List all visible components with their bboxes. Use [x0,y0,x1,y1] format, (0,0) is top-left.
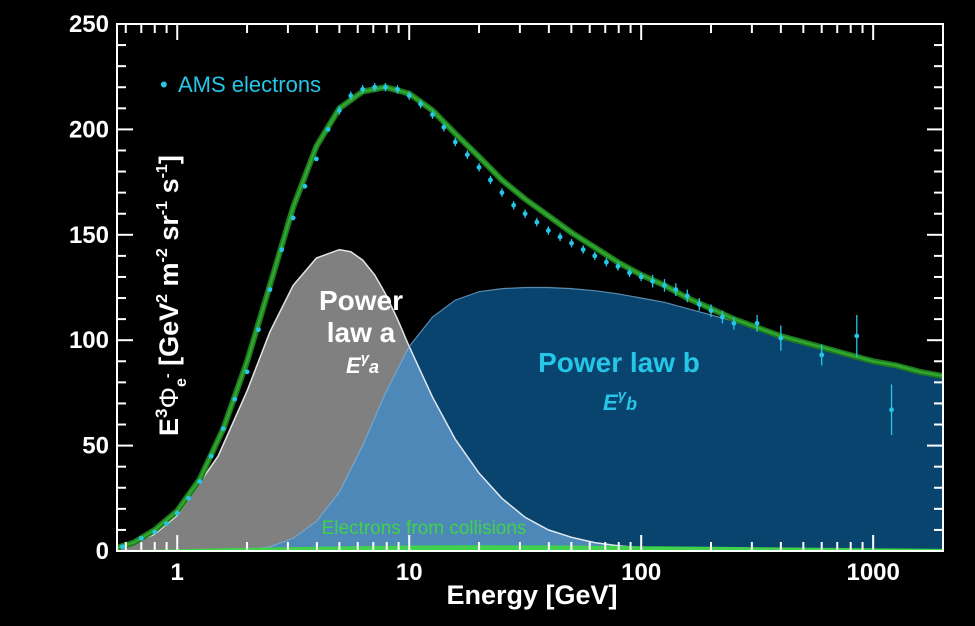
power-law-b-label: Power law b [538,347,700,378]
ams-point [673,287,679,293]
ams-point [696,301,702,307]
ams-point [208,453,214,459]
y-axis-title: E3Φe- [GeV2 m-2 sr-1 s-1] [152,155,190,436]
x-axis-title: Energy [GeV] [446,580,617,610]
ams-point [684,293,690,299]
ams-point [522,211,528,217]
ams-point [152,529,158,535]
y-tick-label: 100 [69,327,109,354]
ams-point [662,282,667,288]
annotation-power-law-a: Power law a Eγa [319,285,403,378]
ams-point [383,84,388,90]
power-law-a-line1: Power [319,285,403,316]
legend-marker: • [160,72,168,97]
ams-point [244,369,250,375]
ams-point [731,320,737,326]
ams-point [174,510,180,516]
ams-point [545,228,551,233]
tick-marks [117,23,944,552]
points-layer [119,83,894,550]
legend: • AMS electrons [160,72,321,97]
y-tick-label: 50 [82,433,109,460]
ams-point [580,247,586,252]
ams-point [557,234,563,240]
legend-label: AMS electrons [178,72,321,97]
collisions-area [117,545,943,551]
ams-point [708,308,714,314]
ams-point [452,139,458,145]
ams-point [534,219,540,225]
ams-point [186,495,192,501]
ams-point [889,407,894,413]
x-tick-label: 1000 [846,559,899,586]
ams-point [395,86,400,92]
x-tick-label: 100 [621,559,661,586]
ams-point [603,259,609,265]
y-tick-label: 150 [69,222,109,249]
ams-point [406,93,412,99]
ams-point [720,314,725,320]
total-fit-line [117,85,943,549]
y-tick-label: 200 [69,116,109,143]
power-law-b-formula: Eγb [603,387,637,415]
x-tick-label: 1 [171,559,184,586]
ams-point [302,183,308,189]
ams-point [418,101,424,107]
annotation-power-law-b: Power law b Eγb [538,347,700,415]
ams-point [313,156,319,162]
power-law-a-formula: Eγa [346,350,379,378]
ams-point [754,320,760,326]
plot-border [116,23,944,552]
plot-frame [116,23,944,552]
ams-point [372,84,378,90]
ams-point [138,535,144,541]
ams-point [360,86,366,92]
tick-labels: 1 10 100 1000 0 50 100 150 200 250 [69,11,900,586]
ams-point [854,333,860,339]
ams-point [627,270,632,276]
ams-point [592,253,598,259]
areas-layer [117,248,943,551]
ams-point [511,202,517,208]
x-tick-label: 10 [396,559,423,586]
ams-point [279,247,285,252]
collisions-label: Electrons from collisions [322,518,527,539]
ams-point [197,479,203,484]
ams-point [348,93,354,99]
ams-point [336,108,342,113]
ams-point [499,190,505,196]
ams-point [615,264,621,269]
ams-point [256,327,261,333]
ams-point [325,126,331,132]
ams-point [819,352,825,358]
ams-point [778,335,784,341]
ams-point [650,278,656,284]
ams-point [464,152,470,158]
lines-layer [117,84,943,551]
ams-point [569,240,574,246]
power-law-a-line2: law a [327,317,396,348]
ams-point [267,287,273,293]
ams-point [638,274,644,280]
ams-point [488,177,493,183]
power-law-a-area [117,249,781,551]
y-tick-label: 250 [69,11,109,38]
ams-point [232,396,238,402]
ams-point [430,112,435,118]
ams-point [476,164,482,170]
ams-point [290,215,296,221]
ams-point [164,521,170,526]
ams-point [441,124,447,130]
ams-point [220,426,226,432]
y-tick-label: 0 [96,538,109,565]
ams-point [119,544,125,550]
